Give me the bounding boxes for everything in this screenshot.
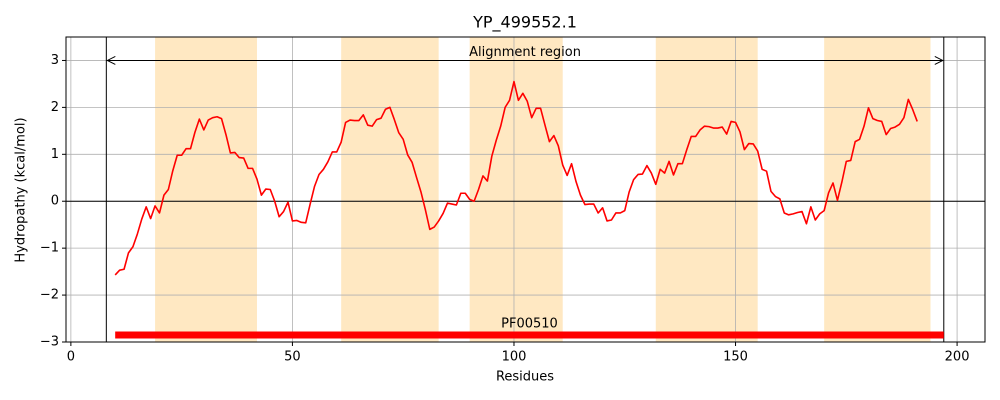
y-tick-label: −1 <box>40 241 59 256</box>
x-tick-label: 0 <box>67 350 75 365</box>
y-tick-label: −2 <box>40 288 59 303</box>
y-tick-label: 2 <box>51 100 59 115</box>
y-tick-label: 0 <box>51 194 59 209</box>
x-tick-label: 50 <box>284 350 301 365</box>
x-tick-label: 150 <box>723 350 748 365</box>
shaded-region <box>341 37 439 342</box>
x-axis-label: Residues <box>496 370 554 385</box>
x-tick-label: 200 <box>945 350 970 365</box>
plot-frame <box>65 36 986 343</box>
hydropathy-line <box>114 80 918 276</box>
y-axis-label: Hydropathy (kcal/mol) <box>14 117 29 262</box>
shaded-region <box>469 37 563 342</box>
alignment-label: Alignment region <box>469 45 581 60</box>
y-tick-label: 1 <box>51 147 59 162</box>
shaded-region <box>824 37 931 342</box>
domain-label: PF00510 <box>501 316 558 331</box>
shaded-region <box>155 37 257 342</box>
x-tick-label: 100 <box>502 350 527 365</box>
y-tick-label: 3 <box>51 53 59 68</box>
y-tick-label: −3 <box>40 335 59 350</box>
chart-title: YP_499552.1 <box>472 13 577 33</box>
shaded-region <box>655 37 758 342</box>
